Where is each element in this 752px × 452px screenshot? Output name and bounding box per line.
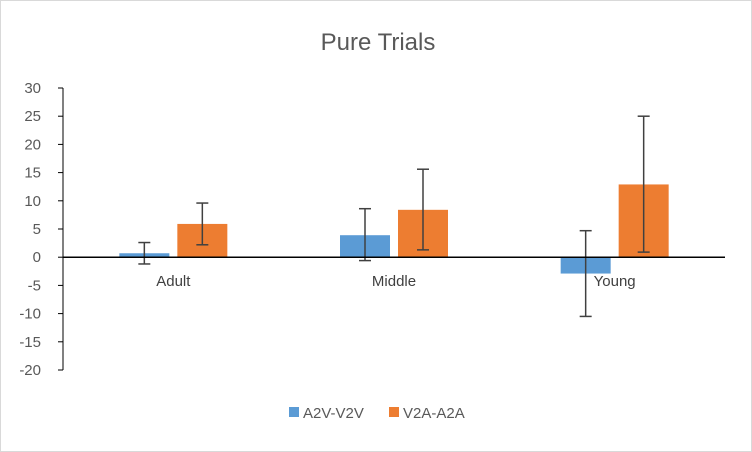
y-axis: 30 25 20 15 10 5 0 -5 -10 -15 -20 [19,80,63,379]
y-tick-label: 30 [24,80,41,97]
y-tick-label: -5 [28,277,41,294]
category-label: Adult [156,273,191,290]
legend-label: V2A-A2A [403,405,465,422]
y-tick-label: 5 [33,221,41,238]
chart-title: Pure Trials [321,29,436,56]
y-tick-label: 15 [24,165,41,182]
legend: A2V-V2V V2A-A2A [289,405,465,422]
axes-group [62,88,725,370]
y-tick-label: -10 [19,306,41,323]
category-label: Middle [372,273,416,290]
legend-swatch [289,407,299,417]
y-tick-label: 10 [24,193,41,210]
x-axis-categories: Adult Middle Young [156,273,635,290]
y-tick-label: -20 [19,362,41,379]
category-label: Young [594,273,636,290]
y-tick-label: 20 [24,136,41,153]
y-tick-label: 0 [33,249,41,266]
y-tick-label: -15 [19,334,41,351]
legend-label: A2V-V2V [303,405,364,422]
y-tick-label: 25 [24,108,41,125]
legend-swatch [389,407,399,417]
error-bars-group [138,115,650,318]
